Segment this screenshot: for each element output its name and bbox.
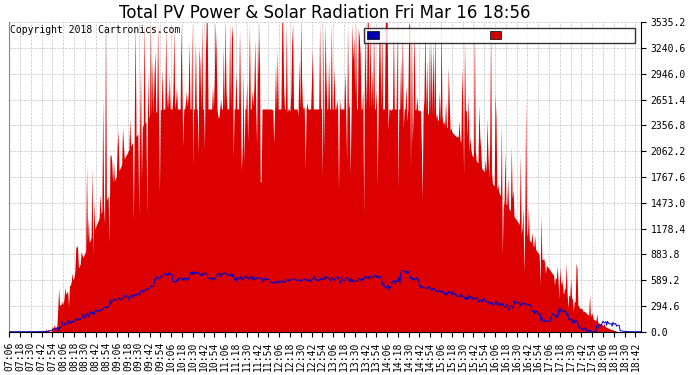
Legend: Radiation  (w/m2), PV Panels  (DC Watts): Radiation (w/m2), PV Panels (DC Watts) xyxy=(364,27,635,44)
Text: Copyright 2018 Cartronics.com: Copyright 2018 Cartronics.com xyxy=(10,26,181,35)
Title: Total PV Power & Solar Radiation Fri Mar 16 18:56: Total PV Power & Solar Radiation Fri Mar… xyxy=(119,4,531,22)
